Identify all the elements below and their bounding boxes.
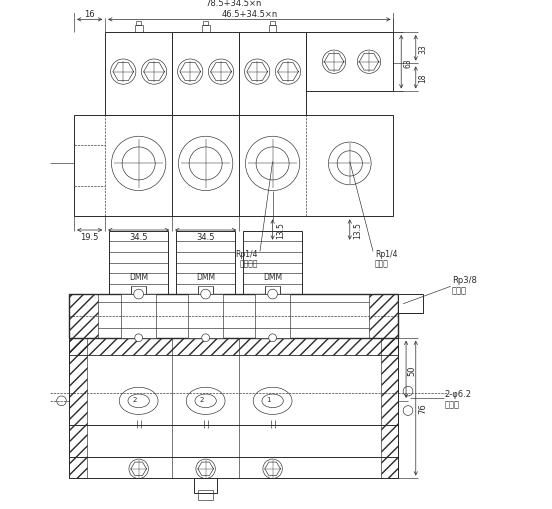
Text: 19.5: 19.5 [81,233,99,242]
Text: 16: 16 [84,10,95,19]
Circle shape [201,290,210,299]
Bar [255,295,290,338]
Bar [198,490,214,500]
Text: 油气出口: 油气出口 [240,259,258,268]
Bar [69,295,98,338]
Text: 46.5+34.5×n: 46.5+34.5×n [221,10,278,19]
Text: 13.5: 13.5 [276,222,285,239]
Bar [188,295,223,338]
Circle shape [268,290,278,299]
Bar [135,26,142,33]
Bar [136,22,141,26]
Text: 63: 63 [404,58,412,68]
Text: 2: 2 [200,396,204,402]
Bar [369,295,399,338]
Bar [243,232,302,295]
Text: Rp1/4: Rp1/4 [375,249,397,258]
Text: 76: 76 [418,403,427,414]
Bar [265,287,280,295]
Circle shape [135,334,142,342]
Bar [198,287,214,295]
Bar [203,22,208,26]
Text: 33: 33 [418,44,427,53]
Text: 34.5: 34.5 [129,233,148,242]
Bar [306,33,394,92]
Text: 13.5: 13.5 [353,222,362,239]
Bar [69,338,87,478]
Text: 进油口: 进油口 [452,286,466,295]
Text: 2-φ6.2: 2-φ6.2 [445,389,472,398]
Bar [399,295,423,314]
Bar [194,478,217,493]
Bar [69,338,399,355]
Bar [239,33,306,115]
Bar [269,26,277,33]
Bar [109,232,168,295]
Circle shape [134,290,144,299]
Bar [201,26,210,33]
Text: 50: 50 [407,364,416,375]
Bar [176,232,235,295]
Text: DMM: DMM [129,272,148,281]
Circle shape [269,334,277,342]
Bar [74,115,394,217]
Text: 1: 1 [267,396,271,402]
Bar [172,33,239,115]
Text: DMM: DMM [263,272,282,281]
Text: Rp3/8: Rp3/8 [452,275,476,285]
Bar [131,287,146,295]
Circle shape [201,334,210,342]
Bar [270,22,275,26]
Text: DMM: DMM [196,272,215,281]
Bar [381,338,399,478]
Text: 2: 2 [132,396,137,402]
Text: 18: 18 [418,73,427,83]
Text: Rp1/4: Rp1/4 [236,249,258,258]
Text: 进气口: 进气口 [375,259,389,268]
Text: 78.5+34.5×n: 78.5+34.5×n [205,0,262,8]
Bar [121,295,156,338]
Bar [105,33,172,115]
Bar [69,295,399,338]
Bar [69,338,399,478]
Text: 34.5: 34.5 [197,233,215,242]
Text: 安装孔: 安装孔 [445,400,460,408]
